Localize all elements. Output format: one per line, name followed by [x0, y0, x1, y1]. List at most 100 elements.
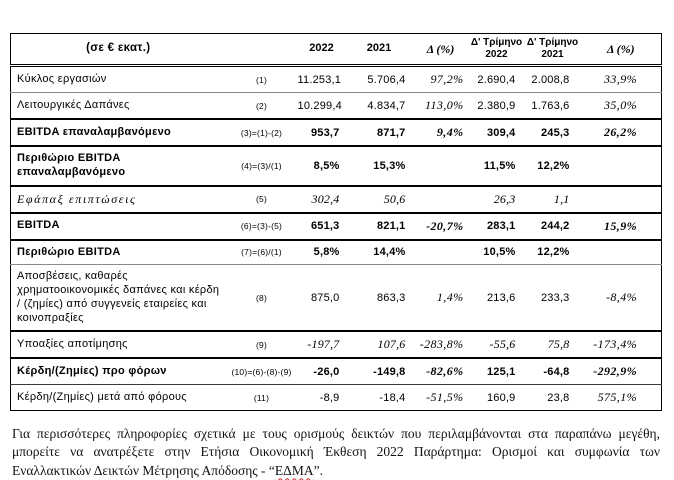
cell-2021: 14,4%	[373, 246, 406, 259]
cell-delta-fy: -20,7%	[426, 218, 464, 233]
table-row-turnover: Κύκλος εργασιών (1) 11.253,1 5.706,4 97,…	[11, 66, 662, 93]
cell-delta-q4: 26,2%	[604, 125, 637, 139]
table-row-impairments: Υποαξίες αποτίμησης (9) -197,7 107,6 -28…	[10, 331, 662, 358]
cell-q4-2022: 26,3	[493, 191, 516, 206]
cell-delta-q4	[581, 186, 662, 213]
row-label: EBITDA	[17, 219, 60, 232]
footnote: Για περισσότερες πληροφορίες σχετικά με …	[12, 425, 660, 480]
row-ref: (2)	[256, 100, 267, 111]
cell-q4-2021: -64,8	[543, 365, 570, 378]
cell-delta-fy: 113,0%	[424, 98, 464, 112]
cell-2022: 5,8%	[313, 246, 340, 259]
cell-2022: 8,5%	[313, 159, 340, 172]
cell-q4-2022: 11,5%	[483, 159, 516, 172]
row-ref: (10)=(6)-(8)-(9)	[231, 366, 292, 377]
cell-2022: -26,0	[313, 365, 340, 378]
cell-delta-q4: -8,4%	[606, 290, 637, 305]
cell-2021: -18,4	[379, 391, 406, 404]
cell-delta-q4	[581, 240, 662, 265]
cell-delta-fy	[413, 240, 469, 265]
row-label: Κύκλος εργασιών	[17, 72, 107, 85]
row-ref: (4)=(3)/(1)	[241, 160, 282, 171]
cell-delta-q4: 33,9%	[604, 72, 637, 86]
col-header-delta-q4: Δ (%)	[580, 33, 662, 67]
col-header-unit: (σε € εκατ.)	[10, 33, 226, 67]
cell-2021: 50,6	[383, 191, 406, 206]
cell-q4-2021: 244,2	[540, 220, 570, 232]
table-row-ebitda-recurring: EBITDA επαναλαμβανόμενο (3)=(1)-(2) 953,…	[10, 119, 662, 146]
table-row-ebitda-margin: Περιθώριο EBITDA (7)=(6)/(1) 5,8% 14,4% …	[10, 239, 662, 265]
row-ref: (5)	[256, 194, 267, 204]
cell-2021: 863,3	[376, 291, 406, 304]
cell-q4-2021: 233,3	[540, 291, 570, 304]
cell-2022: 875,0	[310, 291, 340, 304]
footnote-text: Για περισσότερες πληροφορίες σχετικά με …	[12, 426, 660, 478]
cell-q4-2022: -55,6	[489, 337, 516, 352]
cell-delta-fy: -51,5%	[426, 390, 464, 405]
cell-delta-fy: 9,4%	[436, 125, 464, 139]
table-row-profit-after-tax: Κέρδη/(Ζημίες) μετά από φόρους (11) -8,9…	[10, 384, 662, 411]
row-label: Κέρδη/(Ζημίες) μετά από φόρους	[17, 390, 187, 403]
cell-q4-2021: 12,2%	[537, 159, 570, 172]
col-header-q4-2022: Δ' Τρίμηνο 2022	[468, 33, 525, 67]
cell-q4-2022: 309,4	[486, 126, 516, 139]
cell-delta-q4	[581, 146, 662, 186]
cell-2021: -149,8	[373, 365, 406, 378]
cell-2021: 821,1	[376, 220, 406, 232]
row-ref: (8)	[256, 292, 267, 303]
row-ref: (11)	[253, 392, 270, 403]
cell-q4-2021: 23,8	[547, 391, 570, 404]
cell-delta-fy: -82,6%	[426, 364, 464, 379]
row-label: Περιθώριο EBITDA επαναλαμβανόμενο	[17, 152, 126, 178]
row-label: Κέρδη/(Ζημίες) προ φόρων	[17, 364, 167, 377]
cell-q4-2022: 125,1	[486, 365, 516, 378]
table-row-profit-before-tax: Κέρδη/(Ζημίες) προ φόρων (10)=(6)-(8)-(9…	[10, 358, 662, 385]
cell-delta-fy: -283,8%	[419, 337, 464, 352]
cell-2022: 10.299,4	[297, 99, 342, 112]
cell-q4-2021: 12,2%	[537, 246, 570, 259]
cell-q4-2022: 10,5%	[483, 246, 516, 259]
cell-2021: 15,3%	[373, 159, 406, 172]
table-row-ebitda: EBITDA (6)=(3)-(5) 651,3 821,1 -20,7% 28…	[10, 212, 662, 240]
footnote-text-end: ”.	[313, 462, 323, 478]
cell-q4-2022: 213,6	[486, 291, 516, 304]
cell-q4-2022: 160,9	[486, 391, 516, 404]
cell-2021: 107,6	[377, 337, 406, 352]
row-label: EBITDA επαναλαμβανόμενο	[17, 125, 172, 138]
table-header-row: (σε € εκατ.) 2022 2021 Δ (%) Δ' Τρίμηνο …	[10, 33, 662, 67]
cell-2022: 302,4	[311, 191, 340, 206]
cell-2022: -8,9	[319, 391, 340, 404]
cell-delta-q4: 575,1%	[597, 390, 637, 405]
cell-2021: 5.706,4	[367, 73, 406, 86]
col-header-2022: 2022	[297, 33, 346, 67]
cell-2022: 11.253,1	[297, 73, 342, 86]
footnote-misspelled-word: ΕΔΜΑ	[274, 462, 314, 478]
row-ref: (7)=(6)/(1)	[241, 247, 282, 258]
cell-q4-2021: 245,3	[540, 126, 570, 139]
cell-q4-2022: 283,1	[486, 220, 516, 232]
cell-delta-fy: 1,4%	[436, 290, 464, 305]
cell-2022: -197,7	[307, 337, 340, 352]
cell-q4-2021: 1.763,6	[531, 99, 570, 112]
row-ref: (3)=(1)-(2)	[240, 127, 283, 138]
col-header-ref	[225, 33, 298, 67]
row-label: Αποσβέσεις, καθαρές χρηματοοικονομικές δ…	[17, 270, 220, 324]
col-header-2021: 2021	[345, 33, 413, 67]
cell-2021: 4.834,7	[367, 99, 406, 112]
cell-delta-q4: -173,4%	[593, 337, 637, 352]
cell-q4-2021: 75,8	[547, 337, 570, 352]
cell-delta-fy	[413, 186, 469, 213]
row-label: Εφάπαξ επιπτώσεις	[17, 191, 137, 206]
cell-2022: 953,7	[310, 126, 340, 139]
col-header-delta-fy: Δ (%)	[412, 33, 469, 67]
cell-delta-fy: 97,2%	[430, 72, 464, 86]
table-row-depreciation-financial: Αποσβέσεις, καθαρές χρηματοοικονομικές δ…	[10, 264, 662, 332]
cell-delta-fy	[413, 146, 469, 186]
row-label: Υποαξίες αποτίμησης	[17, 337, 128, 350]
cell-q4-2021: 1,1	[553, 191, 570, 206]
table-row-opex: Λειτουργικές Δαπάνες (2) 10.299,4 4.834,…	[10, 92, 662, 120]
cell-2021: 871,7	[376, 126, 406, 139]
cell-q4-2022: 2.690,4	[477, 73, 516, 86]
financial-results-table: (σε € εκατ.) 2022 2021 Δ (%) Δ' Τρίμηνο …	[10, 33, 662, 412]
